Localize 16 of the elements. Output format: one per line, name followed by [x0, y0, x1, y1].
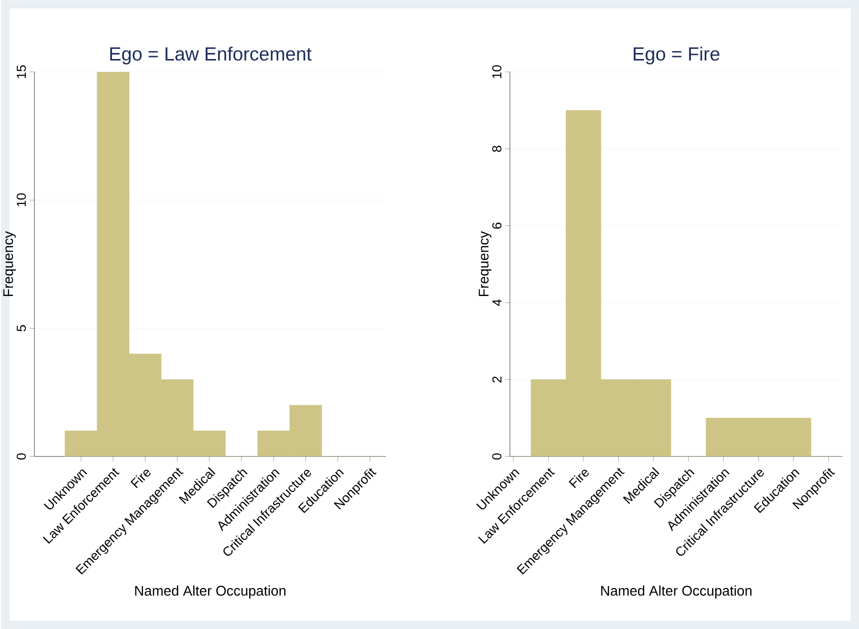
- y-axis-title: Frequency: [3, 231, 16, 296]
- y-tick-label: 2: [492, 376, 502, 382]
- y-tick-label: 4: [492, 299, 502, 306]
- y-tick-label: 6: [492, 222, 502, 229]
- y-tick-label: 0: [492, 453, 502, 460]
- x-axis-title: Named Alter Occupation: [601, 585, 752, 598]
- y-tick-label: 8: [492, 146, 502, 152]
- y-tick-label: 15: [16, 65, 26, 78]
- chart-title: Ego = Fire: [634, 46, 720, 64]
- y-tick-label: 10: [16, 193, 26, 206]
- x-axis-title: Named Alter Occupation: [135, 585, 286, 598]
- y-tick-label: 0: [16, 453, 26, 460]
- y-tick-label: 10: [492, 65, 502, 78]
- y-axis-title: Frequency: [478, 231, 492, 296]
- y-tick-label: 5: [16, 325, 26, 332]
- chart-title: Ego = Law Enforcement: [110, 46, 312, 64]
